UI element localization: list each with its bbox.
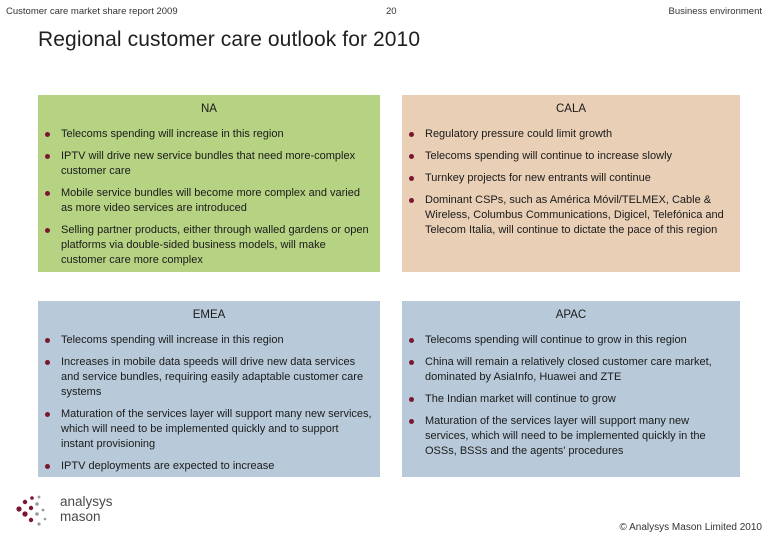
bullet-text: IPTV deployments are expected to increas…: [61, 460, 275, 472]
bullet-text: The Indian market will continue to grow: [425, 393, 616, 405]
list-item: Telecoms spending will continue to grow …: [402, 333, 740, 348]
logo-wordmark: analysys mason: [60, 494, 113, 524]
bullet-icon: [45, 191, 50, 196]
panel-title: EMEA: [192, 309, 226, 321]
bullet-icon: [409, 198, 414, 203]
logo-line-1: analysys: [60, 494, 113, 509]
list-item: Telecoms spending will increase in this …: [38, 127, 380, 142]
list-item: Mobile service bundles will become more …: [38, 186, 380, 216]
bullet-text: Selling partner products, either through…: [61, 224, 369, 266]
bullet-list: Regulatory pressure could limit growth T…: [402, 127, 740, 238]
list-item: Dominant CSPs, such as América Móvil/TEL…: [402, 193, 740, 238]
bullet-text: Mobile service bundles will become more …: [61, 187, 360, 214]
list-item: Telecoms spending will increase in this …: [38, 333, 380, 348]
bullet-text: Telecoms spending will continue to grow …: [425, 334, 687, 346]
bullet-text: Maturation of the services layer will su…: [425, 415, 706, 457]
bullet-icon: [409, 338, 414, 343]
panel-na: NA Telecoms spending will increase in th…: [38, 95, 380, 272]
list-item: Telecoms spending will continue to incre…: [402, 149, 740, 164]
bullet-text: Dominant CSPs, such as América Móvil/TEL…: [425, 194, 724, 236]
bullet-icon: [409, 132, 414, 137]
bullet-text: Maturation of the services layer will su…: [61, 408, 372, 450]
bullet-icon: [45, 154, 50, 159]
header-report-title: Customer care market share report 2009: [6, 6, 178, 17]
list-item: Selling partner products, either through…: [38, 223, 380, 268]
list-item: Maturation of the services layer will su…: [38, 407, 380, 452]
list-item: IPTV will drive new service bundles that…: [38, 149, 380, 179]
bullet-icon: [409, 397, 414, 402]
bullet-text: Turnkey projects for new entrants will c…: [425, 172, 651, 184]
bullet-text: Increases in mobile data speeds will dri…: [61, 356, 364, 398]
panel-emea: EMEA Telecoms spending will increase in …: [38, 301, 380, 477]
header-section: Business environment: [668, 6, 762, 17]
page-number: 20: [386, 6, 397, 17]
list-item: IPTV deployments are expected to increas…: [38, 459, 380, 474]
bullet-icon: [409, 154, 414, 159]
bullet-icon: [45, 412, 50, 417]
panel-cala: CALA Regulatory pressure could limit gro…: [402, 95, 740, 272]
bullet-icon: [45, 338, 50, 343]
bullet-icon: [45, 464, 50, 469]
panel-title: NA: [201, 103, 217, 115]
bullet-text: Telecoms spending will increase in this …: [61, 334, 284, 346]
bullet-text: Telecoms spending will continue to incre…: [425, 150, 673, 162]
page-title: Regional customer care outlook for 2010: [38, 28, 421, 51]
bullet-icon: [45, 360, 50, 365]
list-item: Turnkey projects for new entrants will c…: [402, 171, 740, 186]
list-item: China will remain a relatively closed cu…: [402, 355, 740, 385]
logo-mark-icon: [16, 495, 47, 526]
logo-line-2: mason: [60, 509, 101, 524]
bullet-icon: [409, 419, 414, 424]
bullet-list: Telecoms spending will increase in this …: [38, 127, 380, 268]
bullet-list: Telecoms spending will increase in this …: [38, 333, 380, 474]
bullet-icon: [409, 360, 414, 365]
bullet-icon: [409, 176, 414, 181]
bullet-icon: [45, 132, 50, 137]
list-item: Increases in mobile data speeds will dri…: [38, 355, 380, 400]
panel-title: APAC: [555, 309, 587, 321]
list-item: Regulatory pressure could limit growth: [402, 127, 740, 142]
bullet-text: China will remain a relatively closed cu…: [425, 356, 712, 383]
list-item: Maturation of the services layer will su…: [402, 414, 740, 459]
list-item: The Indian market will continue to grow: [402, 392, 740, 407]
panel-apac: APAC Telecoms spending will continue to …: [402, 301, 740, 477]
copyright-notice: © Analysys Mason Limited 2010: [619, 522, 762, 533]
panel-title: CALA: [555, 103, 587, 115]
bullet-icon: [45, 228, 50, 233]
company-logo: analysys mason: [14, 494, 114, 528]
bullet-text: IPTV will drive new service bundles that…: [61, 150, 356, 177]
bullet-list: Telecoms spending will continue to grow …: [402, 333, 740, 459]
bullet-text: Telecoms spending will increase in this …: [61, 128, 284, 140]
bullet-text: Regulatory pressure could limit growth: [425, 128, 613, 140]
